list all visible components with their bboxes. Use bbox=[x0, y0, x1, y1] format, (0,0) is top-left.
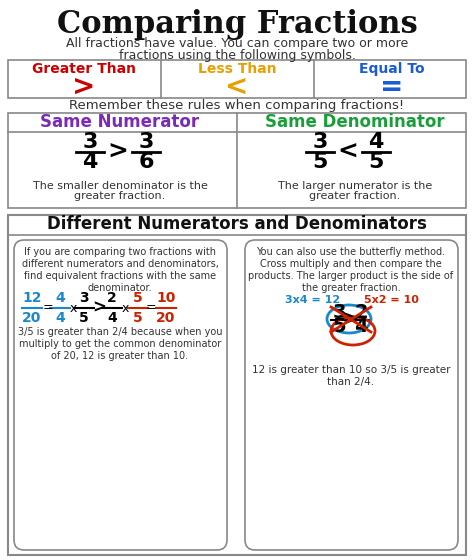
Text: 12: 12 bbox=[22, 291, 42, 305]
Text: multiply to get the common denominator: multiply to get the common denominator bbox=[19, 339, 221, 349]
Text: 5: 5 bbox=[368, 152, 383, 172]
Text: 3: 3 bbox=[82, 132, 98, 152]
Text: 4: 4 bbox=[368, 132, 383, 152]
Text: 2: 2 bbox=[354, 302, 368, 321]
Bar bbox=[8, 60, 466, 98]
Text: Remember these rules when comparing fractions!: Remember these rules when comparing frac… bbox=[69, 100, 405, 113]
Text: 4: 4 bbox=[107, 311, 117, 325]
Text: 5: 5 bbox=[133, 311, 143, 325]
Text: >: > bbox=[342, 310, 360, 330]
Text: 10: 10 bbox=[156, 291, 176, 305]
Text: 5x2 = 10: 5x2 = 10 bbox=[364, 295, 419, 305]
Text: 3x4 = 12: 3x4 = 12 bbox=[285, 295, 340, 305]
Text: >: > bbox=[92, 299, 106, 317]
Text: You can also use the butterfly method.: You can also use the butterfly method. bbox=[256, 247, 446, 257]
Text: than 2/4.: than 2/4. bbox=[328, 377, 374, 387]
Text: If you are comparing two fractions with: If you are comparing two fractions with bbox=[24, 247, 216, 257]
Bar bbox=[8, 215, 466, 555]
Text: >: > bbox=[108, 140, 128, 164]
Text: 3: 3 bbox=[138, 132, 154, 152]
Text: Equal To: Equal To bbox=[359, 62, 425, 76]
Text: Different Numerators and Denominators: Different Numerators and Denominators bbox=[47, 215, 427, 233]
Text: <: < bbox=[225, 73, 249, 101]
Text: the greater fraction.: the greater fraction. bbox=[301, 283, 401, 293]
Text: 6: 6 bbox=[138, 152, 154, 172]
Text: products. The larger product is the side of: products. The larger product is the side… bbox=[248, 271, 454, 281]
Text: 5: 5 bbox=[133, 291, 143, 305]
Bar bbox=[8, 113, 466, 208]
Text: Less Than: Less Than bbox=[198, 62, 276, 76]
FancyBboxPatch shape bbox=[245, 240, 458, 550]
Text: Greater Than: Greater Than bbox=[32, 62, 136, 76]
Text: Same Denominator: Same Denominator bbox=[265, 113, 445, 131]
Text: 5: 5 bbox=[312, 152, 328, 172]
Text: The smaller denominator is the: The smaller denominator is the bbox=[33, 181, 208, 191]
Text: Cross multiply and then compare the: Cross multiply and then compare the bbox=[260, 259, 442, 269]
Text: of 20, 12 is greater than 10.: of 20, 12 is greater than 10. bbox=[52, 351, 189, 361]
Text: =: = bbox=[380, 73, 404, 101]
Text: <: < bbox=[337, 140, 358, 164]
Text: 5: 5 bbox=[332, 318, 346, 337]
Text: 3: 3 bbox=[312, 132, 328, 152]
Text: x: x bbox=[69, 301, 77, 315]
Text: >: > bbox=[73, 73, 96, 101]
Text: 2: 2 bbox=[107, 291, 117, 305]
Text: 4: 4 bbox=[55, 291, 65, 305]
Text: =: = bbox=[43, 301, 53, 315]
Text: 12 is greater than 10 so 3/5 is greater: 12 is greater than 10 so 3/5 is greater bbox=[252, 365, 450, 375]
Text: All fractions have value. You can compare two or more: All fractions have value. You can compar… bbox=[66, 38, 408, 50]
Text: The larger numerator is the: The larger numerator is the bbox=[278, 181, 432, 191]
Text: 4: 4 bbox=[354, 318, 368, 337]
FancyBboxPatch shape bbox=[14, 240, 227, 550]
Text: find equivalent fractions with the same: find equivalent fractions with the same bbox=[24, 271, 216, 281]
Text: =: = bbox=[146, 301, 156, 315]
Text: Comparing Fractions: Comparing Fractions bbox=[56, 8, 418, 40]
Text: different numerators and denominators,: different numerators and denominators, bbox=[21, 259, 219, 269]
Text: 5: 5 bbox=[79, 311, 89, 325]
Text: 20: 20 bbox=[156, 311, 176, 325]
Text: 4: 4 bbox=[82, 152, 98, 172]
Text: 4: 4 bbox=[55, 311, 65, 325]
Text: greater fraction.: greater fraction. bbox=[74, 191, 165, 201]
Text: 20: 20 bbox=[22, 311, 42, 325]
Text: Same Numerator: Same Numerator bbox=[40, 113, 200, 131]
Text: fractions using the following symbols.: fractions using the following symbols. bbox=[118, 49, 356, 62]
Text: greater fraction.: greater fraction. bbox=[310, 191, 401, 201]
Text: denominator.: denominator. bbox=[88, 283, 152, 293]
Text: 3/5 is greater than 2/4 because when you: 3/5 is greater than 2/4 because when you bbox=[18, 327, 222, 337]
Text: x: x bbox=[121, 301, 128, 315]
Text: 3: 3 bbox=[79, 291, 89, 305]
Text: 3: 3 bbox=[332, 302, 346, 321]
